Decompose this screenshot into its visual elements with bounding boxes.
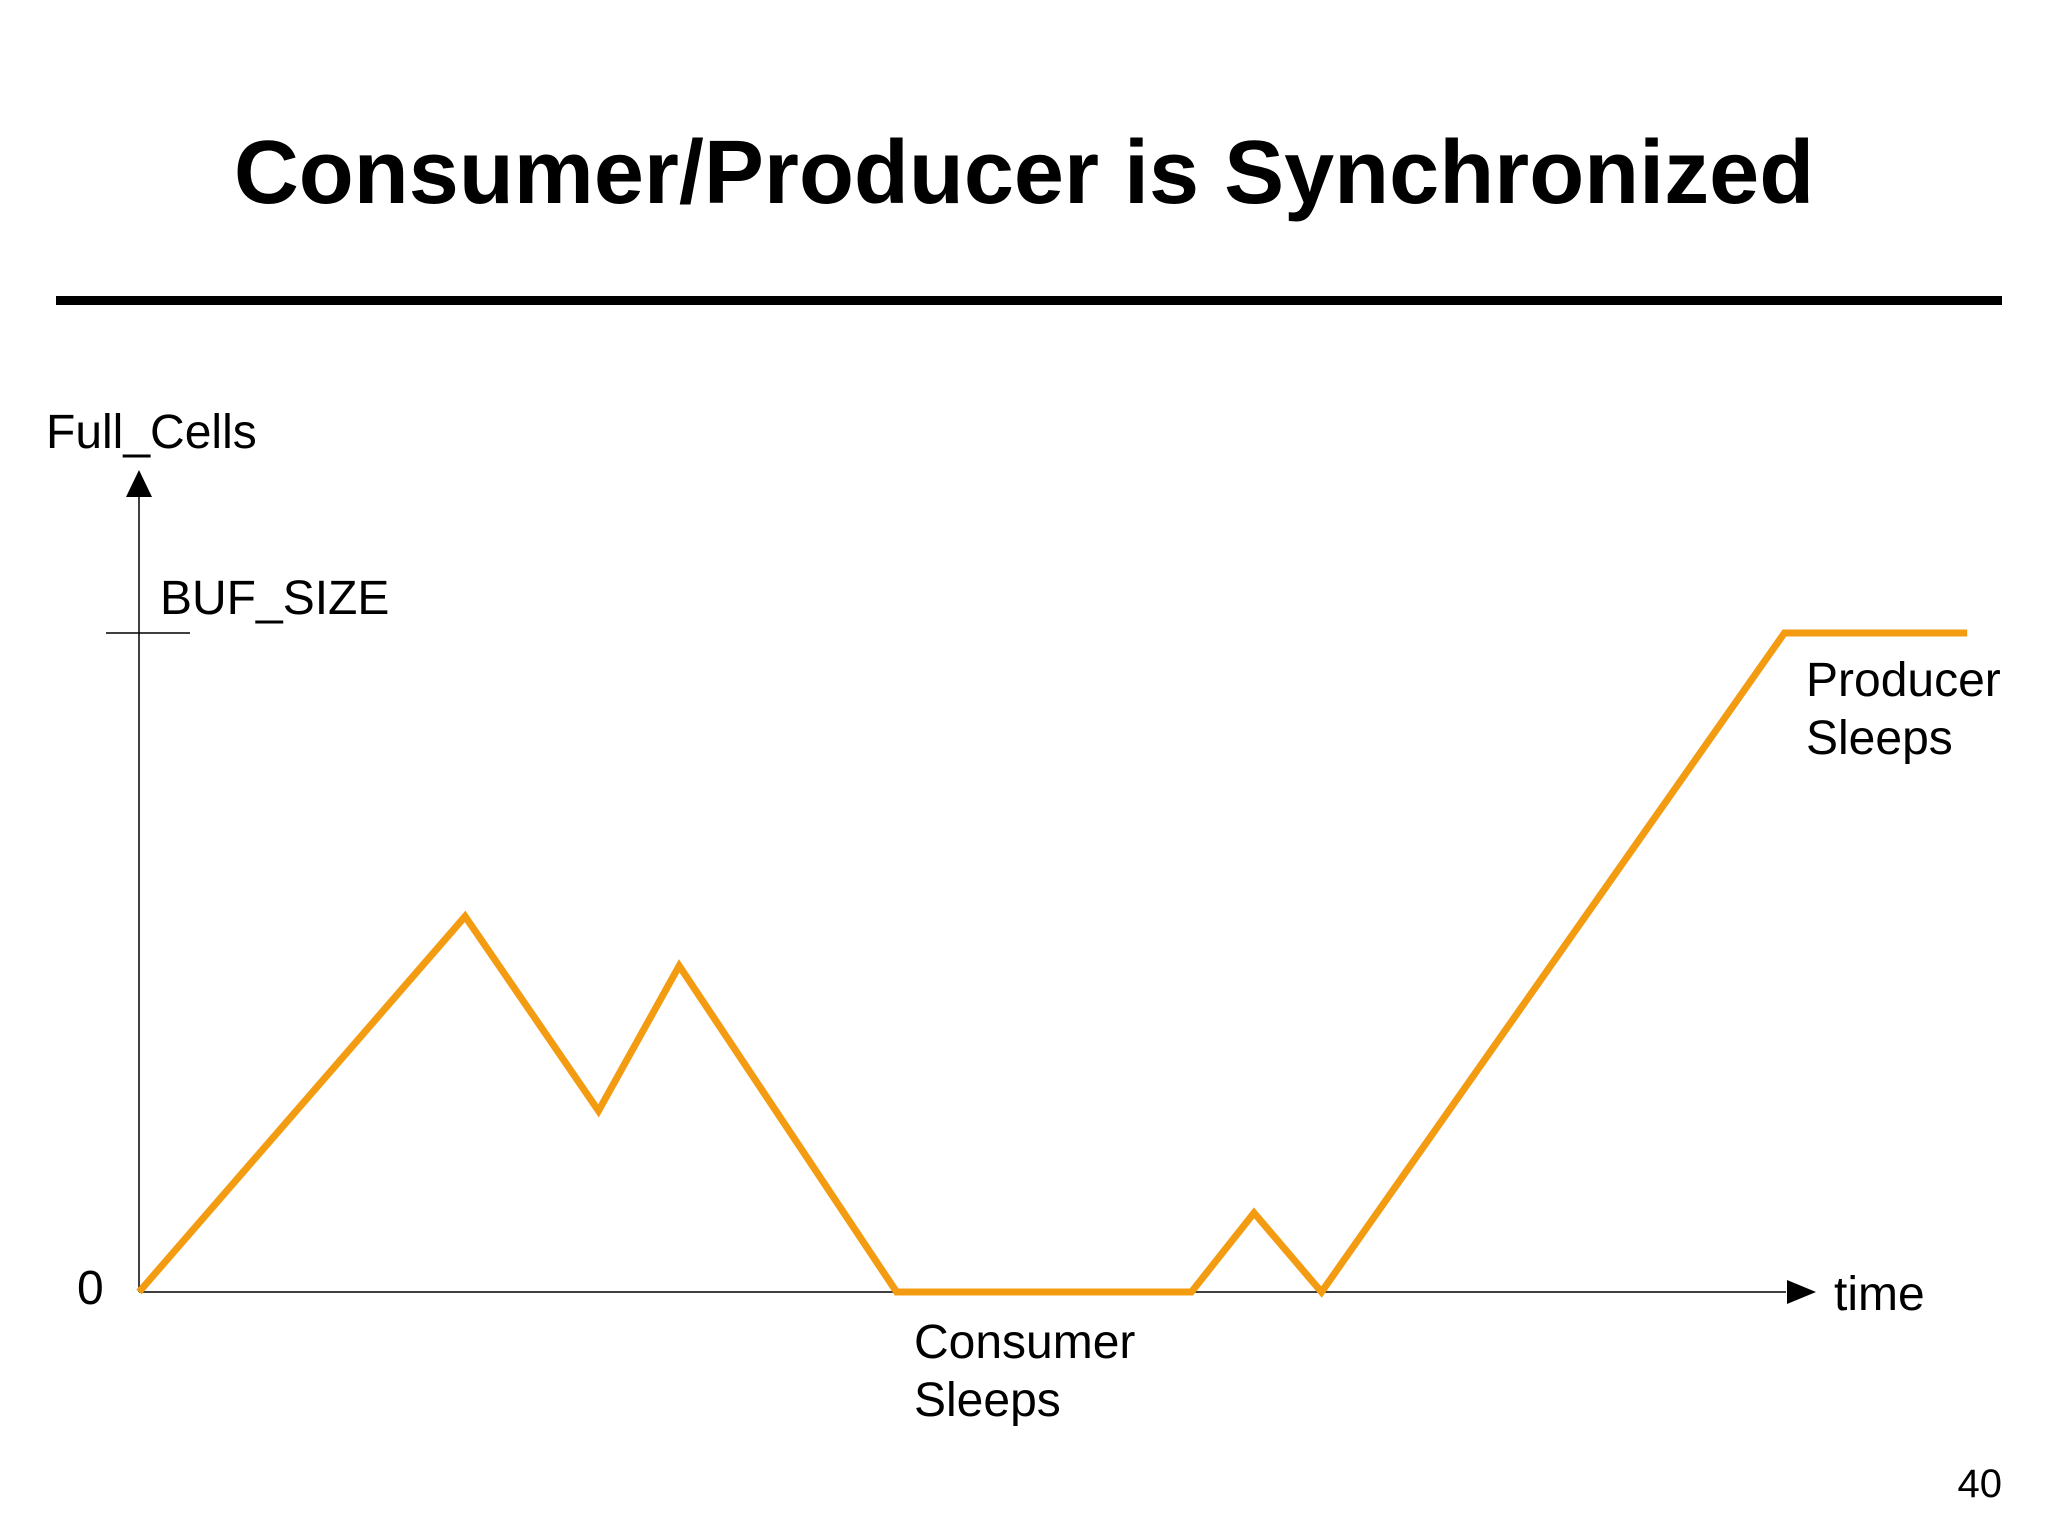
annotation-producer-line-2: Sleeps [1806, 712, 1953, 765]
annotation-consumer-line-2: Sleeps [914, 1374, 1061, 1427]
annotation-consumer-sleeps: Consumer Sleeps [914, 1314, 1135, 1430]
y-axis-label: Full_Cells [46, 406, 257, 459]
y-tick-label-zero: 0 [77, 1262, 104, 1315]
slide-title: Consumer/Producer is Synchronized [233, 123, 1815, 223]
annotation-consumer-line-1: Consumer [914, 1316, 1136, 1369]
series-line-full-cells [136, 629, 1968, 1298]
x-axis-label: time [1834, 1268, 1925, 1321]
annotation-producer-line-1: Producer [1806, 654, 2001, 707]
x-axis-arrow-icon [1787, 1280, 1816, 1304]
y-axis-arrow-icon [126, 470, 152, 497]
annotation-producer-sleeps: Producer Sleeps [1806, 652, 2001, 768]
title-rule [56, 296, 2002, 305]
page-number: 40 [1957, 1462, 2003, 1506]
y-tick-label-buf-size: BUF_SIZE [160, 572, 390, 625]
